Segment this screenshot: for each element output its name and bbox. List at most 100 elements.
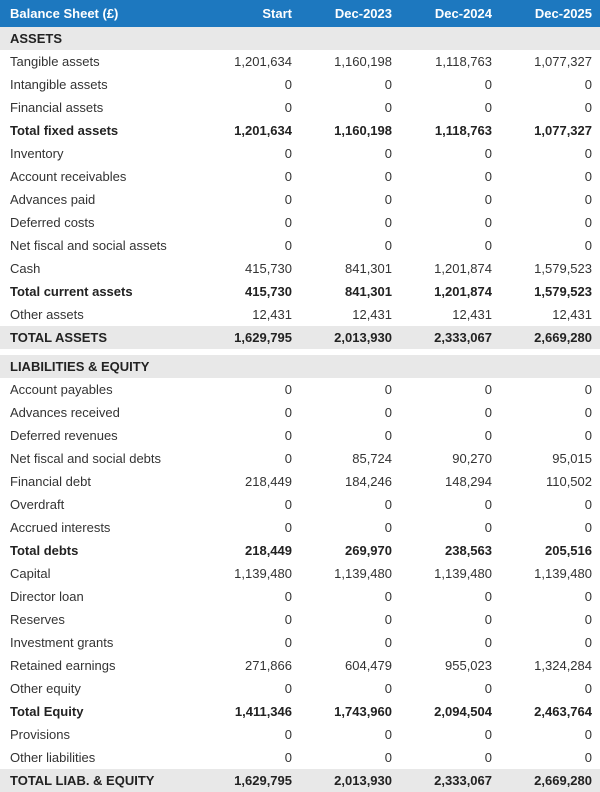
table-row: Account payables0000 bbox=[0, 378, 600, 401]
value-cell: 0 bbox=[400, 188, 500, 211]
empty-cell bbox=[400, 27, 500, 50]
value-cell: 0 bbox=[500, 401, 600, 424]
value-cell: 0 bbox=[200, 234, 300, 257]
table-row: LIABILITIES & EQUITY bbox=[0, 355, 600, 378]
row-label: Overdraft bbox=[0, 493, 200, 516]
row-label: Net fiscal and social debts bbox=[0, 447, 200, 470]
table-row: Deferred revenues0000 bbox=[0, 424, 600, 447]
row-label: Advances received bbox=[0, 401, 200, 424]
value-cell: 0 bbox=[400, 585, 500, 608]
value-cell: 1,077,327 bbox=[500, 50, 600, 73]
table-row: ASSETS bbox=[0, 27, 600, 50]
empty-cell bbox=[500, 355, 600, 378]
value-cell: 0 bbox=[400, 608, 500, 631]
value-cell: 1,139,480 bbox=[500, 562, 600, 585]
empty-cell bbox=[500, 27, 600, 50]
table-row: Overdraft0000 bbox=[0, 493, 600, 516]
empty-cell bbox=[200, 27, 300, 50]
value-cell: 0 bbox=[500, 142, 600, 165]
value-cell: 2,669,280 bbox=[500, 769, 600, 792]
table-row: Intangible assets0000 bbox=[0, 73, 600, 96]
table-row: Accrued interests0000 bbox=[0, 516, 600, 539]
row-label: Net fiscal and social assets bbox=[0, 234, 200, 257]
value-cell: 0 bbox=[500, 493, 600, 516]
value-cell: 218,449 bbox=[200, 470, 300, 493]
empty-cell bbox=[400, 355, 500, 378]
value-cell: 0 bbox=[300, 73, 400, 96]
balance-sheet-table: Balance Sheet (£) Start Dec-2023 Dec-202… bbox=[0, 0, 600, 792]
value-cell: 0 bbox=[300, 234, 400, 257]
table-row: Account receivables0000 bbox=[0, 165, 600, 188]
table-title: Balance Sheet (£) bbox=[0, 0, 200, 27]
value-cell: 0 bbox=[500, 631, 600, 654]
value-cell: 0 bbox=[400, 723, 500, 746]
value-cell: 0 bbox=[300, 188, 400, 211]
value-cell: 1,629,795 bbox=[200, 769, 300, 792]
value-cell: 0 bbox=[400, 677, 500, 700]
value-cell: 0 bbox=[200, 585, 300, 608]
value-cell: 1,118,763 bbox=[400, 50, 500, 73]
table-row: Total Equity1,411,3461,743,9602,094,5042… bbox=[0, 700, 600, 723]
value-cell: 0 bbox=[500, 96, 600, 119]
value-cell: 0 bbox=[200, 746, 300, 769]
col-header: Dec-2025 bbox=[500, 0, 600, 27]
value-cell: 0 bbox=[200, 631, 300, 654]
row-label: LIABILITIES & EQUITY bbox=[0, 355, 200, 378]
value-cell: 0 bbox=[300, 378, 400, 401]
value-cell: 0 bbox=[300, 516, 400, 539]
value-cell: 12,431 bbox=[400, 303, 500, 326]
value-cell: 90,270 bbox=[400, 447, 500, 470]
value-cell: 0 bbox=[500, 585, 600, 608]
value-cell: 0 bbox=[300, 424, 400, 447]
value-cell: 1,201,874 bbox=[400, 280, 500, 303]
row-label: Other equity bbox=[0, 677, 200, 700]
table-row: Other assets12,43112,43112,43112,431 bbox=[0, 303, 600, 326]
value-cell: 12,431 bbox=[500, 303, 600, 326]
row-label: Retained earnings bbox=[0, 654, 200, 677]
row-label: Accrued interests bbox=[0, 516, 200, 539]
value-cell: 2,669,280 bbox=[500, 326, 600, 349]
value-cell: 1,139,480 bbox=[300, 562, 400, 585]
value-cell: 0 bbox=[200, 401, 300, 424]
row-label: Deferred revenues bbox=[0, 424, 200, 447]
row-label: Investment grants bbox=[0, 631, 200, 654]
value-cell: 955,023 bbox=[400, 654, 500, 677]
row-label: Account receivables bbox=[0, 165, 200, 188]
value-cell: 0 bbox=[400, 631, 500, 654]
row-label: Capital bbox=[0, 562, 200, 585]
value-cell: 1,201,874 bbox=[400, 257, 500, 280]
row-label: Other assets bbox=[0, 303, 200, 326]
value-cell: 205,516 bbox=[500, 539, 600, 562]
value-cell: 0 bbox=[400, 73, 500, 96]
row-label: Inventory bbox=[0, 142, 200, 165]
value-cell: 12,431 bbox=[300, 303, 400, 326]
table-row: Capital1,139,4801,139,4801,139,4801,139,… bbox=[0, 562, 600, 585]
table-row: Other liabilities0000 bbox=[0, 746, 600, 769]
value-cell: 0 bbox=[400, 165, 500, 188]
value-cell: 95,015 bbox=[500, 447, 600, 470]
value-cell: 0 bbox=[300, 677, 400, 700]
value-cell: 0 bbox=[400, 234, 500, 257]
value-cell: 0 bbox=[300, 493, 400, 516]
table-row: Net fiscal and social debts085,72490,270… bbox=[0, 447, 600, 470]
value-cell: 0 bbox=[200, 493, 300, 516]
table-row: Investment grants0000 bbox=[0, 631, 600, 654]
col-header: Start bbox=[200, 0, 300, 27]
value-cell: 0 bbox=[300, 142, 400, 165]
value-cell: 0 bbox=[500, 516, 600, 539]
table-row: Advances paid0000 bbox=[0, 188, 600, 211]
value-cell: 0 bbox=[300, 746, 400, 769]
value-cell: 0 bbox=[200, 677, 300, 700]
row-label: Total debts bbox=[0, 539, 200, 562]
value-cell: 0 bbox=[200, 424, 300, 447]
row-label: Provisions bbox=[0, 723, 200, 746]
value-cell: 0 bbox=[400, 142, 500, 165]
row-label: Financial debt bbox=[0, 470, 200, 493]
value-cell: 0 bbox=[500, 746, 600, 769]
table-row: Tangible assets1,201,6341,160,1981,118,7… bbox=[0, 50, 600, 73]
table-row: Total debts218,449269,970238,563205,516 bbox=[0, 539, 600, 562]
value-cell: 1,324,284 bbox=[500, 654, 600, 677]
table-row: Financial debt218,449184,246148,294110,5… bbox=[0, 470, 600, 493]
table-row: TOTAL ASSETS1,629,7952,013,9302,333,0672… bbox=[0, 326, 600, 349]
table-row: Total current assets415,730841,3011,201,… bbox=[0, 280, 600, 303]
